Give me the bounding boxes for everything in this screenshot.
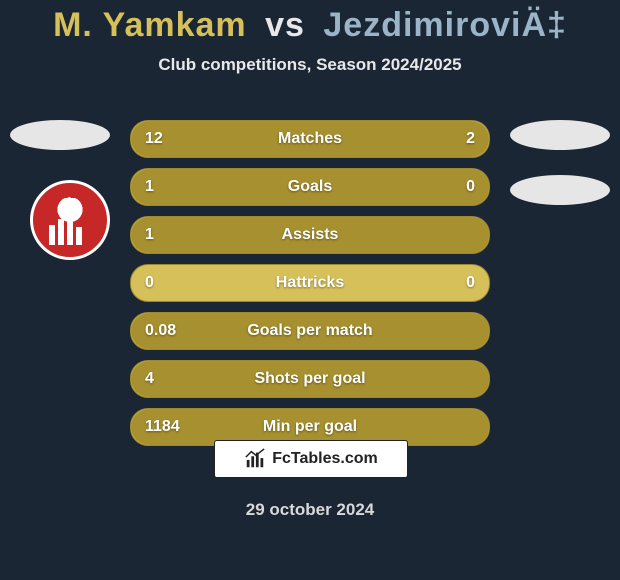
stat-value-left: 12	[145, 121, 163, 157]
club-year: 1923	[35, 189, 105, 201]
stat-value-left: 1	[145, 217, 154, 253]
stat-label: Hattricks	[131, 265, 489, 301]
stat-value-right: 2	[466, 121, 475, 157]
player2-name: JezdimiroviÄ‡	[323, 6, 567, 44]
stat-value-right: 0	[466, 169, 475, 205]
brand-box[interactable]: FcTables.com	[214, 440, 408, 478]
stat-row: Shots per goal4	[130, 360, 490, 398]
team-badge-slot-right-1	[510, 120, 610, 150]
club-badge-bars	[49, 217, 91, 245]
stat-value-right: 0	[466, 265, 475, 301]
stat-label: Assists	[131, 217, 489, 253]
stat-value-left: 0	[145, 265, 154, 301]
stat-label: Goals	[131, 169, 489, 205]
subtitle: Club competitions, Season 2024/2025	[0, 55, 620, 75]
player1-name: M. Yamkam	[53, 6, 247, 44]
brand-text: FcTables.com	[272, 450, 378, 468]
date-text: 29 october 2024	[0, 500, 620, 520]
team-badge-slot-left	[10, 120, 110, 150]
club-badge-inner: 1923	[33, 183, 107, 257]
vs-text: vs	[265, 6, 305, 44]
stat-value-left: 1	[145, 169, 154, 205]
stat-value-left: 0.08	[145, 313, 176, 349]
comparison-title: M. Yamkam vs JezdimiroviÄ‡	[0, 0, 620, 45]
stat-label: Matches	[131, 121, 489, 157]
stat-value-left: 4	[145, 361, 154, 397]
team-badge-slot-right-2	[510, 175, 610, 205]
stat-row: Assists1	[130, 216, 490, 254]
club-badge: 1923	[30, 180, 110, 260]
stat-row: Goals1 0	[130, 168, 490, 206]
stat-row: Goals per match0.08	[130, 312, 490, 350]
brand-chart-icon	[244, 448, 266, 470]
stat-value-left: 1184	[145, 409, 180, 445]
stats-bars: Matches122Goals10Assists1Hattricks00Goal…	[130, 120, 490, 456]
stat-row: Matches12 2	[130, 120, 490, 158]
stat-label: Shots per goal	[131, 361, 489, 397]
stat-label: Goals per match	[131, 313, 489, 349]
stat-row: Hattricks0 0	[130, 264, 490, 302]
